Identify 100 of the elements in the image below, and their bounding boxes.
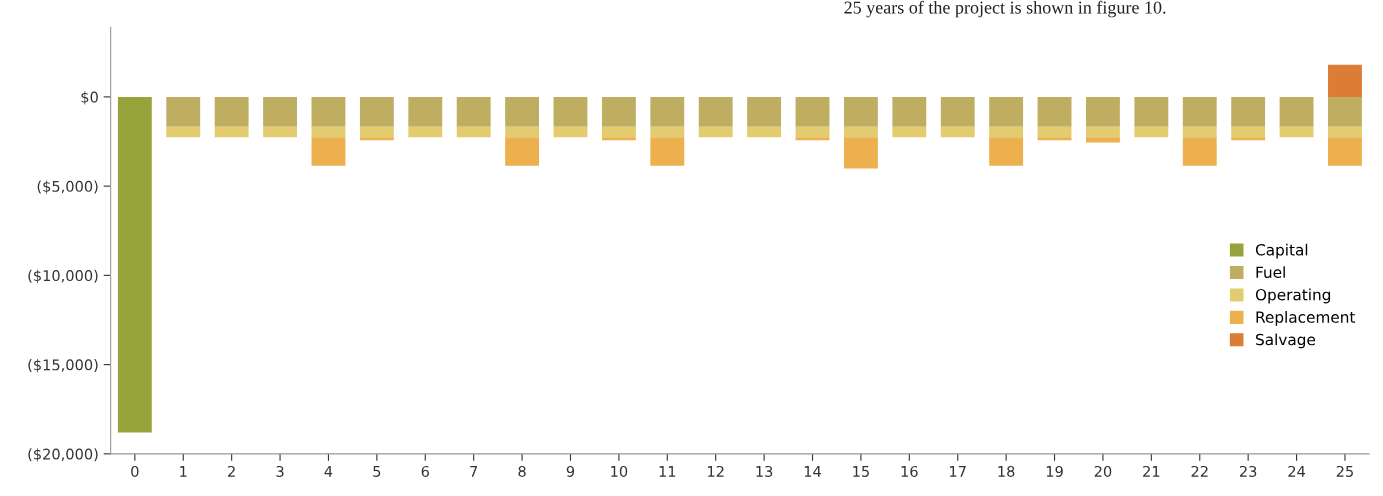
legend-label: Salvage [1256,333,1316,349]
x-tick-label: 3 [276,465,284,477]
x-tick-label: 16 [901,465,918,477]
y-tick-label: ($10,000) [28,269,98,284]
x-tick-label: 17 [950,466,966,477]
bar [650,96,685,127]
x-tick-label: 4 [324,466,333,477]
legend-label: Replacement [1256,311,1356,326]
bar [505,137,540,166]
x-tick-label: 12 [708,465,724,477]
bar [311,96,346,127]
legend-label: Fuel [1256,266,1285,279]
bar [1328,126,1362,138]
bar [843,96,878,127]
bar [1086,137,1120,143]
bar [1086,96,1120,127]
x-tick-label: 2 [228,465,235,477]
legend-label: Capital [1255,243,1308,259]
bar [408,126,443,138]
y-tick-label: ($5,000) [37,180,98,194]
bar [601,96,636,127]
bar [1037,96,1072,127]
bar [456,96,491,127]
bar [843,137,878,169]
bar [117,96,152,433]
bar [1231,126,1266,138]
y-tick-label: ($20,000) [28,448,98,462]
bar [263,96,297,127]
bar [747,126,782,138]
x-tick-label: 22 [1191,465,1208,477]
bar [1279,126,1314,138]
bar [359,96,394,127]
bar [650,126,685,138]
bar [650,137,685,166]
bar [1134,96,1169,127]
x-tick-label: 8 [518,465,526,477]
bar [1231,137,1266,141]
bar [940,96,975,127]
bar [601,126,636,138]
bar [892,96,927,127]
bar [795,126,830,138]
x-tick-label: 13 [756,465,773,477]
x-tick-label: 7 [470,466,478,477]
bar [601,137,636,141]
x-tick-label: 18 [998,465,1015,477]
x-tick-label: 25 [1336,465,1353,477]
x-tick-label: 11 [659,466,676,477]
bar [989,96,1024,127]
x-tick-label: 6 [421,465,429,477]
bar [408,96,443,127]
bar [1086,126,1120,138]
bar [1231,96,1266,127]
x-tick-label: 9 [566,465,575,477]
bar [698,96,733,127]
x-tick-label: 5 [373,466,381,477]
bar [698,126,733,138]
x-tick-label: 15 [853,466,869,477]
y-tick-label: ($15,000) [28,359,98,373]
bar [505,126,540,138]
bar [747,96,782,127]
x-tick-label: 24 [1288,465,1306,477]
x-tick-label: 1 [180,466,187,477]
bar [505,96,540,127]
y-tick-label: $0 [81,91,98,105]
bar [456,126,491,138]
legend-label: Operating [1255,288,1331,304]
bar [214,126,249,138]
bar [989,126,1024,138]
bar [311,126,346,138]
bar [1182,96,1217,127]
bar [795,137,830,141]
bar [989,137,1024,166]
bar [359,126,394,138]
bar [1037,126,1072,138]
bar [166,126,201,138]
bar [1182,126,1217,138]
bar [214,96,249,127]
bar [795,96,830,127]
x-tick-label: 23 [1239,465,1257,477]
bar [1182,137,1217,166]
bar [940,126,975,138]
x-tick-label: 0 [131,465,139,477]
x-tick-label: 14 [804,466,821,477]
bar [1037,137,1072,141]
bar [1328,137,1362,166]
bar [892,126,927,138]
bar [166,96,201,127]
bar [1328,96,1362,127]
bar [1279,96,1314,127]
bar [1134,126,1169,138]
bar [263,126,297,138]
bar [311,137,346,166]
x-tick-label: 21 [1143,465,1160,477]
x-tick-label: 19 [1046,465,1063,477]
bar [1328,64,1362,97]
text: 25 years of the project is shown in figure 10. [844,0,1166,18]
bar [553,126,588,138]
bar [553,96,588,127]
x-tick-label: 20 [1094,465,1112,477]
x-tick-label: 10 [611,465,628,477]
